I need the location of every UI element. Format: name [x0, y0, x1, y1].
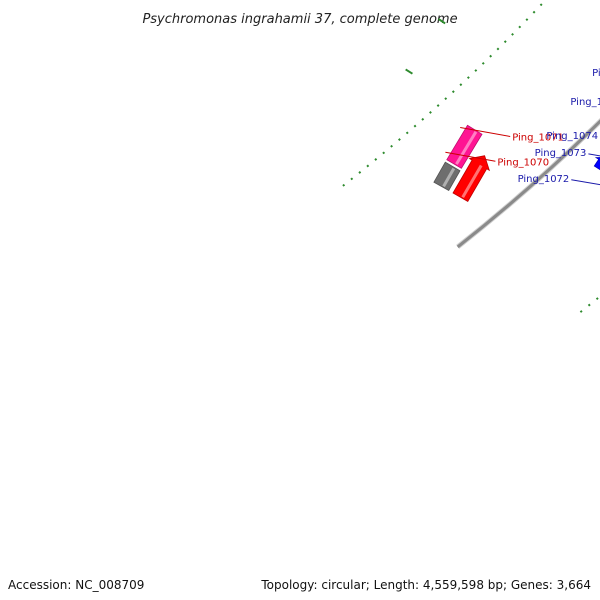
gene-label: Ping_1071 [512, 133, 564, 144]
gene-highlight [461, 164, 483, 198]
label-leader-line [588, 153, 600, 157]
backbone-line [456, 119, 600, 249]
gene-highlight [442, 167, 456, 188]
label-leader-line [460, 127, 511, 137]
feature-layer [433, 124, 600, 202]
label-leader-line [445, 151, 496, 162]
accession-text: Accession: NC_008709 [8, 578, 145, 592]
gene-label: Ping_1076 [592, 68, 600, 79]
gene-label: Ping_1070 [497, 157, 549, 168]
map-title: Psychromonas ingrahamii 37, complete gen… [142, 12, 457, 27]
label-layer: Ping_1070 Ping_1071 Ping_1072 Ping_1073 Ping… [445, 68, 600, 186]
gene-label: Ping_1075 [570, 97, 600, 108]
gene-feature [446, 124, 483, 169]
backbone-layer [456, 117, 600, 249]
tick-layer: 1346 kbp1347 kbp1348 kbp1349 kbp1350 kbp… [342, 0, 600, 313]
backbone-shadow [456, 117, 600, 249]
gene-feature [593, 157, 600, 171]
gene-label: Ping_1074 [546, 131, 598, 142]
gene-highlight [455, 131, 478, 165]
major-tick [405, 68, 413, 75]
label-leader-line [571, 179, 600, 186]
outer-tick-ring [342, 0, 547, 187]
gene-label: Ping_1073 [535, 148, 587, 159]
gene-feature [452, 155, 490, 202]
gene-feature [433, 161, 461, 192]
topology-summary: Topology: circular; Length: 4,559,598 bp… [261, 578, 591, 592]
gene-label: Ping_1072 [518, 174, 570, 185]
major-tick [437, 18, 446, 25]
